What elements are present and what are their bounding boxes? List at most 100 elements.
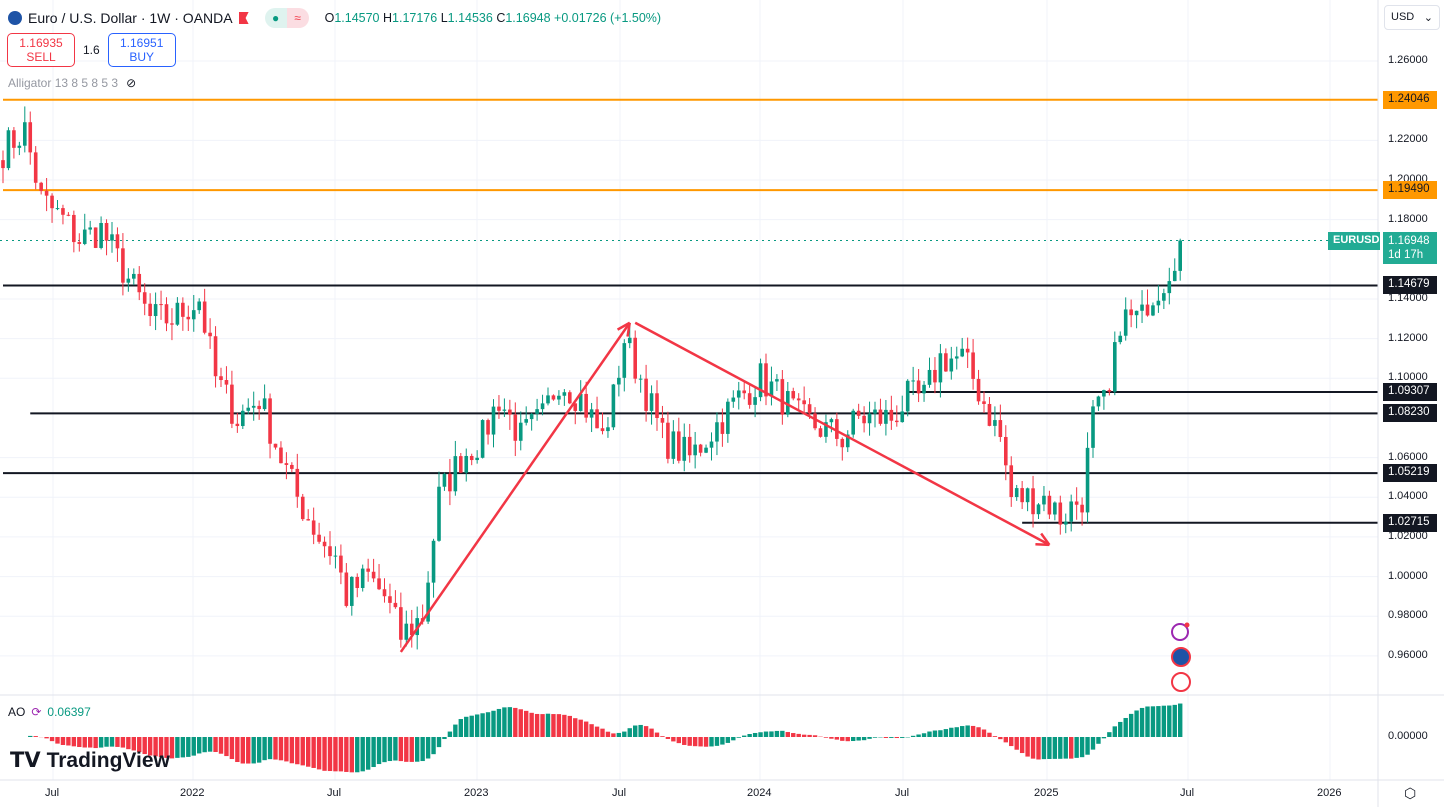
x-tick-label: Jul xyxy=(612,787,627,799)
ao-bar xyxy=(1090,737,1096,750)
candle-body xyxy=(1134,310,1139,316)
candle-body xyxy=(1102,390,1106,397)
ao-bar xyxy=(137,737,142,753)
candle-body xyxy=(927,369,932,385)
sell-button[interactable]: 1.16935 SELL xyxy=(7,33,75,67)
candle-body xyxy=(350,576,354,606)
flash-icon[interactable] xyxy=(1171,623,1189,641)
ao-bar xyxy=(834,737,840,740)
ao-bar xyxy=(284,737,289,762)
candle-body xyxy=(796,398,801,401)
candle-body xyxy=(1085,447,1090,513)
candle-body xyxy=(840,438,845,448)
ao-bar xyxy=(709,737,714,747)
ao-bar xyxy=(540,714,545,737)
spread: 1.6 xyxy=(83,43,100,57)
candle-body xyxy=(355,576,360,588)
eu-flag-icon[interactable] xyxy=(1171,647,1191,667)
flag-icon[interactable] xyxy=(238,12,249,24)
eye-off-icon[interactable]: ⊘ xyxy=(126,76,137,90)
ao-bar xyxy=(894,737,899,739)
candle-body xyxy=(23,122,27,146)
candle-body xyxy=(360,568,365,588)
tradingview-logo[interactable]: 𝗧𝗩 TradingView xyxy=(10,748,170,773)
ao-bar xyxy=(682,737,687,745)
ao-bar xyxy=(496,708,502,737)
candle-body xyxy=(622,343,627,378)
candle-body xyxy=(137,273,142,293)
candle-body xyxy=(671,431,676,459)
buy-button[interactable]: 1.16951 BUY xyxy=(107,33,176,67)
candle-body xyxy=(644,378,648,411)
candle-body xyxy=(77,242,82,244)
candle-body xyxy=(262,398,267,410)
candle-body xyxy=(851,410,855,435)
ao-bar xyxy=(1063,737,1068,759)
ao-legend[interactable]: AO ⟳ 0.06397 xyxy=(8,705,91,719)
ao-bar xyxy=(534,713,540,737)
trend-arrow xyxy=(399,322,631,653)
candle-body xyxy=(202,301,207,333)
ao-bar xyxy=(916,734,921,737)
ao-bar xyxy=(229,737,235,760)
ao-bar xyxy=(829,737,834,739)
grid xyxy=(0,0,1378,780)
trend-arrows[interactable] xyxy=(399,321,1051,653)
candle-body xyxy=(529,413,534,420)
candle-body xyxy=(633,337,637,379)
ao-bar xyxy=(665,737,671,739)
alligator-legend[interactable]: Alligator 13 8 5 8 5 3 ⊘ xyxy=(8,76,136,90)
countdown: 1d 17h xyxy=(1388,248,1424,261)
candle-body xyxy=(246,407,251,411)
ao-bar xyxy=(861,737,867,741)
symbol-title[interactable]: Euro / U.S. Dollar · 1W · OANDA xyxy=(28,10,233,26)
ao-bar xyxy=(747,733,752,737)
candle-body xyxy=(535,409,539,414)
horizontal-levels[interactable] xyxy=(0,98,1378,524)
settings-icon[interactable]: ⟳ xyxy=(31,705,42,719)
ao-bar xyxy=(1074,737,1079,758)
ao-bar xyxy=(589,724,594,737)
candle-body xyxy=(1178,240,1182,271)
market-status[interactable]: ● ≈ xyxy=(264,8,309,28)
event-icons[interactable] xyxy=(1171,622,1191,692)
candle-body xyxy=(1172,270,1177,282)
currency-select[interactable]: USD ⌄ xyxy=(1384,5,1440,30)
us-flag-icon[interactable] xyxy=(1171,672,1191,692)
candle-body xyxy=(993,420,997,426)
settings-gear-icon[interactable]: ⬡ xyxy=(1404,785,1417,801)
ao-bar xyxy=(660,736,665,737)
candle-body xyxy=(497,406,501,411)
candle-body xyxy=(442,473,447,487)
ao-bar xyxy=(142,737,147,755)
x-tick-label: 2023 xyxy=(464,787,489,799)
candle-body xyxy=(1145,304,1150,316)
ao-bar xyxy=(654,732,660,737)
ao-bar xyxy=(66,737,71,746)
candle-body xyxy=(213,336,218,377)
ao-bar xyxy=(431,737,436,755)
ao-bar xyxy=(812,735,818,737)
candle-body xyxy=(464,455,469,473)
candle-body xyxy=(317,534,321,542)
x-tick-label: 2025 xyxy=(1034,787,1059,799)
ao-bar xyxy=(883,737,889,738)
candle-body xyxy=(290,464,294,469)
candle-body xyxy=(279,447,283,464)
ao-bar xyxy=(698,737,703,747)
candle-body xyxy=(486,420,490,435)
candle-body xyxy=(873,409,877,414)
ao-bar xyxy=(109,737,115,747)
ao-bar xyxy=(763,731,769,737)
ao-bar xyxy=(845,737,850,742)
ao-bar xyxy=(104,737,109,747)
candle-body xyxy=(747,393,752,405)
candle-body xyxy=(905,380,910,412)
candle-body xyxy=(884,409,888,424)
candle-body xyxy=(584,393,588,418)
candle-body xyxy=(1,160,5,169)
candle-body xyxy=(104,222,109,241)
candle-body xyxy=(230,384,234,424)
candle-body xyxy=(1058,502,1063,525)
